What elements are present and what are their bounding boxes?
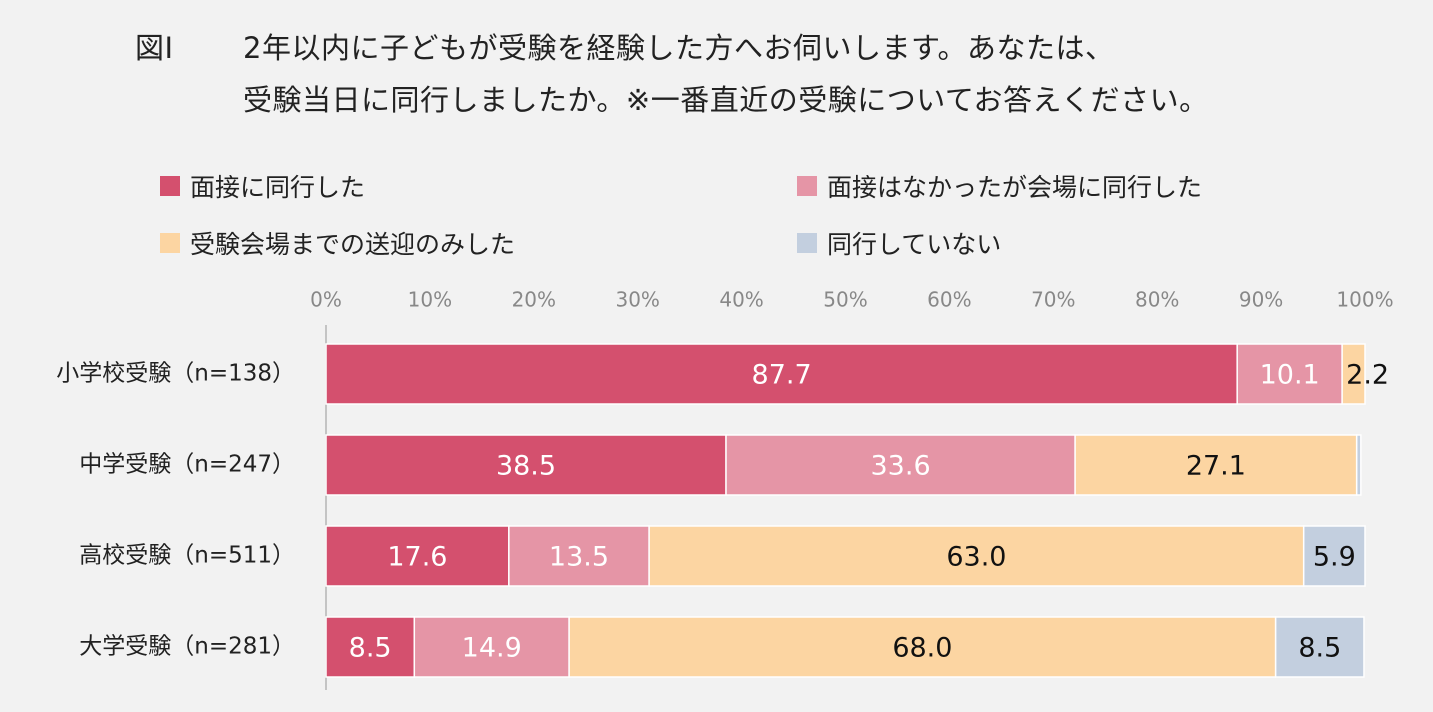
data-label: 5.9 [1313,542,1356,573]
bar-segment [325,525,510,587]
legend-item-none: 同行していない [797,225,1001,261]
category-label: 小学校受験（n=138） [56,361,295,387]
data-label: 14.9 [462,633,522,664]
x-tick-label: 40% [719,288,763,312]
legend-label-transport: 受験会場までの送迎のみした [190,230,516,259]
data-label: 8.5 [349,633,392,664]
legend-item-interview: 面接に同行した [160,168,365,204]
legend-label-interview: 面接に同行した [190,173,366,202]
data-label: 38.5 [496,451,556,482]
legend-swatch-interview [160,176,180,196]
legend-swatch-venue [797,176,817,196]
x-tick-label: 0% [310,288,342,312]
data-label: 87.7 [752,360,812,391]
legend-item-venue: 面接はなかったが会場に同行した [797,168,1202,204]
category-label: 大学受験（n=281） [79,634,295,660]
bar-segment [1302,525,1366,587]
bar-segment [1355,434,1362,496]
bar-segment [325,616,416,678]
x-tick-label: 80% [1135,288,1179,312]
x-tick-label: 60% [927,288,971,312]
x-tick-label: 70% [1031,288,1075,312]
bar-segment [413,616,570,678]
bar-segment [325,434,727,496]
data-label: 68.0 [892,633,952,664]
data-label: 2.2 [1346,360,1389,391]
title-text-2: 受験当日に同行しましたか。※一番直近の受験についてお答えください。 [243,83,1209,117]
x-tick-label: 100% [1336,288,1393,312]
data-label: 17.6 [387,542,447,573]
bar-segment [508,525,650,587]
legend-item-transport: 受験会場までの送迎のみした [160,225,515,261]
x-tick-label: 30% [615,288,659,312]
bar-segment [725,434,1076,496]
bar-segment [325,343,1238,405]
data-label: 13.5 [549,542,609,573]
data-label: 8.5 [1298,633,1341,664]
x-tick-label: 50% [823,288,867,312]
bar-segment [1274,616,1365,678]
legend-label-venue: 面接はなかったが会場に同行した [827,173,1203,202]
bar-segment [1074,434,1358,496]
bar-segment [568,616,1277,678]
chart-title: 図Ⅰ 2年以内に子どもが受験を経験した方へお伺いします。あなたは、 受験当日に同行… [135,22,1209,126]
data-label: 10.1 [1260,360,1320,391]
x-tick-label: 20% [512,288,556,312]
title-line-1: 図Ⅰ 2年以内に子どもが受験を経験した方へお伺いします。あなたは、 [135,22,1209,74]
data-label: 33.6 [871,451,931,482]
x-tick-label: 90% [1239,288,1283,312]
bar-segment [1341,343,1366,405]
x-tick-label: 10% [408,288,452,312]
data-label: 63.0 [946,542,1006,573]
category-label: 高校受験（n=511） [79,543,295,569]
legend-swatch-none [797,233,817,253]
title-line-2: 受験当日に同行しましたか。※一番直近の受験についてお答えください。 [135,74,1209,126]
bar-segment [648,525,1305,587]
data-label: 27.1 [1186,451,1246,482]
category-label: 中学受験（n=247） [79,452,295,478]
figure-label: 図Ⅰ [135,31,174,65]
legend-label-none: 同行していない [827,230,1002,259]
legend-swatch-transport [160,233,180,253]
title-text-1: 2年以内に子どもが受験を経験した方へお伺いします。あなたは、 [243,31,1115,65]
